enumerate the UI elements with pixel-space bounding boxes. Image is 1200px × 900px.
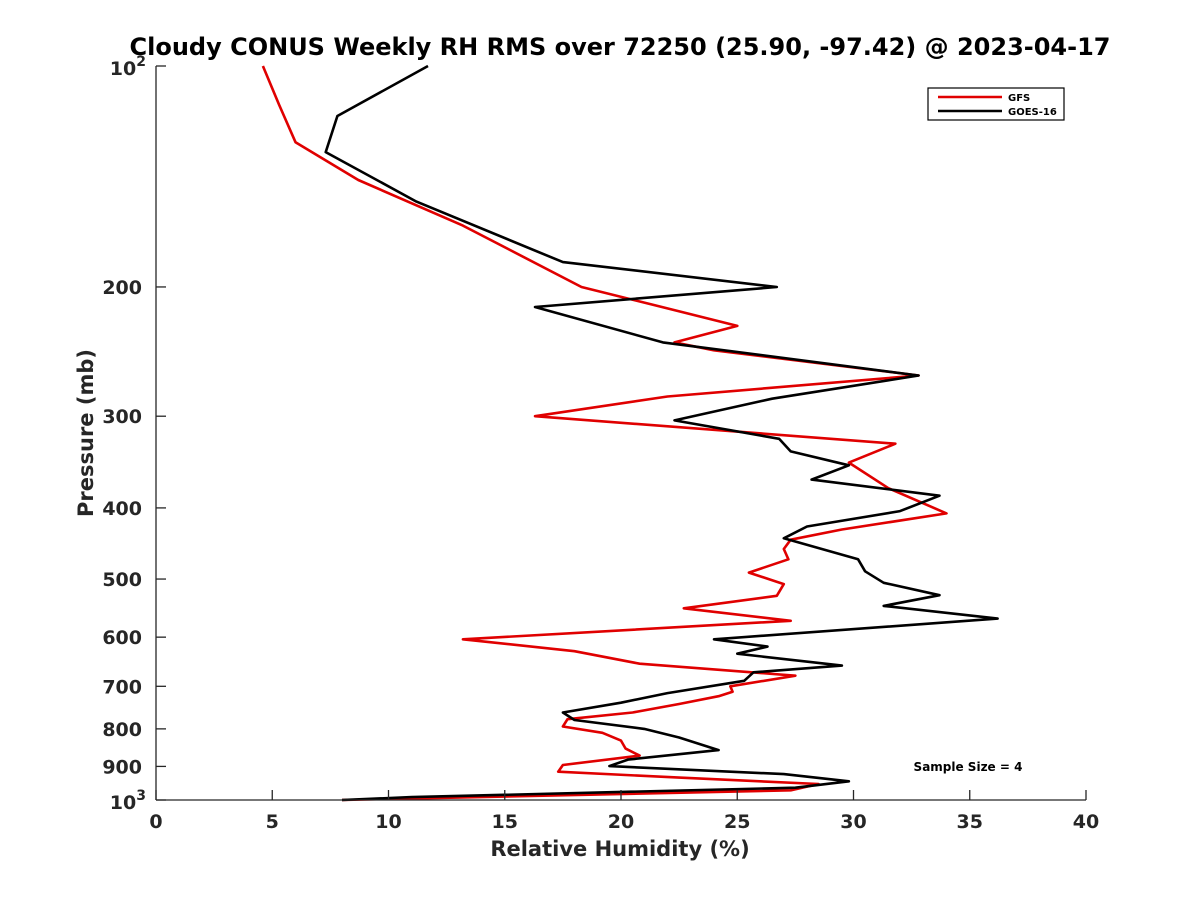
x-tick-label: 10: [375, 811, 401, 833]
y-tick-label: 900: [102, 756, 142, 778]
series-line-goes-16: [324, 64, 999, 802]
series-line-gfs: [261, 65, 948, 802]
x-tick-label: 25: [724, 811, 750, 833]
x-tick-label: 30: [840, 811, 866, 833]
sample-size-annotation: Sample Size = 4: [914, 760, 1023, 774]
y-tick-label: 102: [110, 54, 146, 80]
x-axis-label: Relative Humidity (%): [490, 837, 749, 861]
y-axis-label: Pressure (mb): [74, 349, 98, 517]
x-tick-label: 0: [149, 811, 162, 833]
y-tick-label: 400: [102, 498, 142, 520]
legend-box: [927, 87, 1065, 121]
series-layer: [261, 64, 999, 802]
y-tick-label: 200: [102, 277, 142, 299]
y-tick-label: 800: [102, 719, 142, 741]
y-tick-label: 103: [110, 788, 146, 814]
legend-label: GOES-16: [1008, 107, 1057, 118]
x-tick-label: 20: [608, 811, 634, 833]
x-tick-label: 5: [266, 811, 279, 833]
plot-area: 0 5 10 15 20 25 30 35 40 102 200 300 400 500 600 700 800…: [102, 54, 1099, 833]
plot-frame: [156, 66, 1086, 800]
y-tick-label: 500: [102, 569, 142, 591]
x-tick-label: 15: [492, 811, 518, 833]
axes-layer: 0 5 10 15 20 25 30 35 40 102 200 300 400 500 600 700 800…: [102, 54, 1099, 833]
y-tick-label: 700: [102, 676, 142, 698]
y-tick-label: 600: [102, 627, 142, 649]
legend-label: GFS: [1008, 93, 1030, 104]
legend: GFS GOES-16: [927, 87, 1065, 121]
x-tick-label: 40: [1073, 811, 1099, 833]
x-tick-label: 35: [957, 811, 983, 833]
y-tick-label: 300: [102, 406, 142, 428]
chart-title: Cloudy CONUS Weekly RH RMS over 72250 (2…: [130, 33, 1111, 61]
